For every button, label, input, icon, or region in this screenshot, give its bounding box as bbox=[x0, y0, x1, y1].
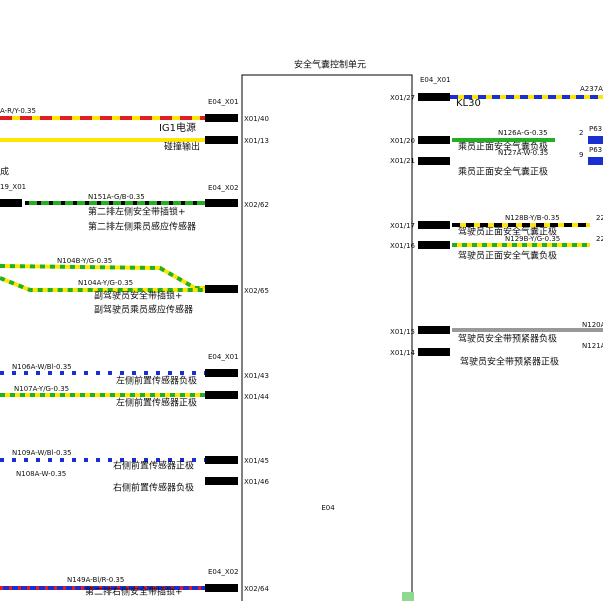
pin: X02/65 bbox=[244, 287, 269, 295]
signal: 乘员正面安全气囊负极 bbox=[458, 141, 548, 153]
wire-label: N121A bbox=[582, 342, 603, 350]
wire-label: N109A-W/Bl-0.35 bbox=[12, 449, 72, 457]
signal: IG1电源 bbox=[159, 121, 196, 134]
wire-label: N126A-G-0.35 bbox=[498, 129, 548, 137]
signal: 成 bbox=[0, 166, 9, 178]
ref: P63 bbox=[589, 146, 602, 154]
wires-right bbox=[450, 95, 603, 332]
connector: E04_X02 bbox=[208, 184, 239, 192]
ref: 9 bbox=[579, 151, 583, 159]
signal: 第二排左侧乘员感应传感器 bbox=[88, 221, 196, 233]
wire-label: A-R/Y-0.35 bbox=[0, 107, 36, 115]
signal: 副驾驶员安全带插锁+ bbox=[94, 290, 183, 302]
pin: X02/62 bbox=[244, 201, 269, 209]
pin: X01/43 bbox=[244, 372, 269, 380]
signal: 驾驶员安全带预紧器正极 bbox=[460, 356, 559, 368]
wire-label: N149A-Bl/R-0.35 bbox=[67, 576, 124, 584]
wire-label: N128B-Y/B-0.35 bbox=[505, 214, 560, 222]
signal: 碰撞输出 bbox=[164, 141, 200, 153]
signal: 第二排左侧安全带插锁+ bbox=[88, 206, 186, 218]
wires-left bbox=[0, 116, 205, 590]
pin: X01/17 bbox=[390, 222, 415, 230]
pin: X01/46 bbox=[244, 478, 270, 486]
connector: E04_X02 bbox=[208, 568, 239, 576]
terminals-left bbox=[0, 114, 238, 592]
wire-label: N104B-Y/G-0.35 bbox=[57, 257, 112, 265]
wire-label: N120A bbox=[582, 321, 603, 329]
pin: X01/45 bbox=[244, 457, 269, 465]
pin: X01/27 bbox=[390, 94, 415, 102]
ref: 2 bbox=[579, 129, 583, 137]
pin: X01/15 bbox=[390, 328, 415, 336]
signal: 副驾驶员乘员感应传感器 bbox=[94, 304, 193, 316]
connector: E04_X01 bbox=[420, 76, 451, 84]
pin: X01/40 bbox=[244, 115, 269, 123]
signal: KL30 bbox=[456, 98, 481, 109]
module-box bbox=[241, 74, 413, 601]
pin: X01/20 bbox=[390, 137, 415, 145]
signal: 驾驶员安全带预紧器负极 bbox=[458, 333, 557, 345]
pin: X01/13 bbox=[244, 137, 269, 145]
module-title: 安全气囊控制单元 bbox=[294, 59, 366, 71]
signal: 左侧前置传感器正极 bbox=[116, 397, 197, 409]
pin: X01/14 bbox=[390, 349, 416, 357]
pin: X01/16 bbox=[390, 242, 416, 250]
ref: 22 bbox=[596, 235, 603, 243]
signal: 左侧前置传感器负极 bbox=[116, 375, 197, 387]
signal: 乘员正面安全气囊正极 bbox=[458, 166, 548, 178]
pin: X02/64 bbox=[244, 585, 270, 593]
ref: P63 bbox=[589, 125, 602, 133]
pin: X01/21 bbox=[390, 157, 415, 165]
wire-label: N127A-W-0.35 bbox=[498, 149, 548, 157]
wire-label: N106A-W/Bl-0.35 bbox=[12, 363, 72, 371]
signal: 驾驶员正面安全气囊正极 bbox=[458, 226, 557, 238]
wire-label: N108A-W-0.35 bbox=[16, 470, 66, 478]
wire-label: N104A-Y/G-0.35 bbox=[78, 279, 133, 287]
wire-label: N107A-Y/G-0.35 bbox=[14, 385, 69, 393]
green-mark bbox=[402, 592, 414, 601]
signal: 右侧前置传感器负极 bbox=[113, 482, 194, 494]
wire-label: N129B-Y/G-0.35 bbox=[505, 235, 560, 243]
connector: E04_X01 bbox=[208, 353, 239, 361]
wire-label: A237A- bbox=[580, 85, 603, 93]
signal: 第二排右侧安全带插锁+ bbox=[85, 586, 183, 598]
terminals-right bbox=[418, 93, 603, 356]
pin: X01/44 bbox=[244, 393, 270, 401]
signal: 右侧前置传感器正极 bbox=[113, 460, 194, 472]
module-id: E04 bbox=[321, 504, 335, 512]
ref: 22 bbox=[596, 214, 603, 222]
wire-label: N151A-G/B-0.35 bbox=[88, 193, 145, 201]
signal: 驾驶员正面安全气囊负极 bbox=[458, 250, 557, 262]
connector: E04_X01 bbox=[208, 98, 239, 106]
connector: 19_X01 bbox=[0, 183, 26, 191]
